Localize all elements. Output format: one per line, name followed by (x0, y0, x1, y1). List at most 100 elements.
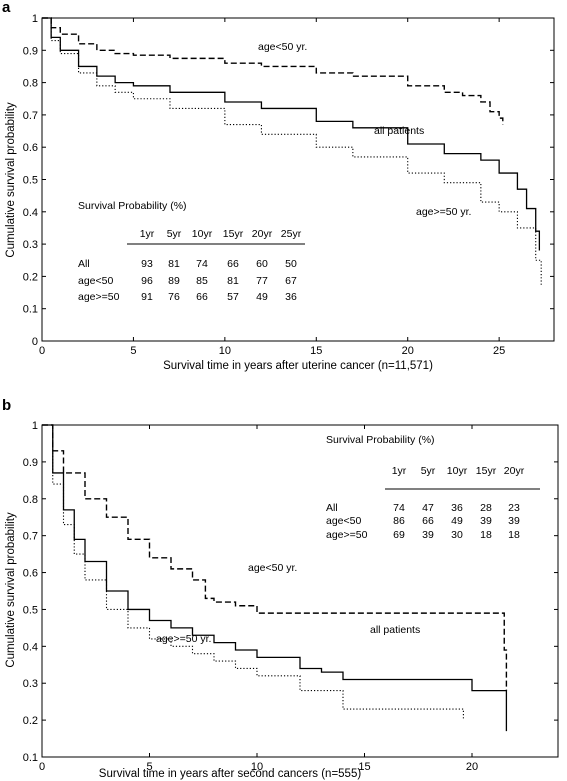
panel-b-table-column-header: 1yr (392, 465, 407, 477)
panel-a-y-tick-label: 0.4 (23, 207, 38, 219)
panel-a-table-column-header: 10yr (192, 228, 213, 240)
panel-a-table-column-header: 5yr (167, 228, 182, 240)
panel-b-table-row-label: age<50 (326, 515, 361, 527)
panel-b-table-cell: 39 (508, 515, 520, 527)
panel-a-table-title: Survival Probability (%) (78, 200, 187, 212)
panel-a-table-cell: 76 (168, 291, 180, 303)
panel-b-y-tick-label: 0.1 (23, 752, 38, 764)
panel-b-chart: b 0 5 10 15 20 0.1 0.2 0.3 0.4 0.5 0.6 0.7 0.8 0.9 1 a… (2, 397, 559, 780)
panel-b-table-cell: 18 (480, 529, 492, 541)
panel-b-x-tick-label: 10 (251, 761, 263, 773)
panel-a-table-row-label: age>=50 (78, 291, 120, 303)
panel-b-table-cell: 47 (422, 502, 434, 514)
panel-a-table-cell: 50 (285, 258, 297, 270)
panel-b-table-column-header: 20yr (504, 465, 525, 477)
panel-a-x-tick-label: 5 (130, 345, 136, 357)
panel-a-series-age-50-yr (42, 17, 504, 125)
panel-a-letter: a (2, 0, 11, 16)
panel-b-table-cell: 36 (451, 502, 463, 514)
panel-b-x-axis-label: Survival time in years after second canc… (99, 768, 362, 780)
panel-a-y-tick-label: 0.7 (23, 110, 38, 122)
panel-b-y-tick-label: 1 (32, 420, 38, 432)
panel-b-table-cell: 28 (480, 502, 492, 514)
panel-a-table-cell: 81 (227, 275, 239, 287)
panel-a-y-tick-label: 0.3 (23, 239, 38, 251)
panel-b-table-cell: 23 (508, 502, 520, 514)
panel-a-chart: a 0 5 10 15 20 25 0 0.1 0.2 0.3 0.4 0.5 0.6 0.7 0.8 0.9… (2, 0, 555, 372)
panel-a-series-all-patients (42, 17, 541, 251)
panel-b-letter: b (2, 397, 11, 414)
panel-b-table-column-header: 5yr (421, 465, 436, 477)
panel-a-table-row-label: age<50 (78, 275, 113, 287)
panel-b-table-column-header: 10yr (447, 465, 468, 477)
panel-a-y-tick-label: 0 (32, 336, 38, 348)
panel-b-plot-area (41, 424, 559, 758)
panel-b-y-tick-label: 0.8 (23, 494, 38, 506)
panel-b-y-axis-label: Cumulative survival probability (5, 512, 17, 668)
panel-a-y-tick-label: 0.6 (23, 142, 38, 154)
panel-a-table-cell: 66 (227, 258, 239, 270)
panel-a-table-column-header: 25yr (281, 228, 302, 240)
panel-a-y-tick-label: 0.9 (23, 45, 38, 57)
panel-b-table-column-header: 15yr (476, 465, 497, 477)
panel-a-table-cell: 96 (141, 275, 153, 287)
panel-b-x-tick-label: 5 (146, 761, 152, 773)
panel-b-y-tick-label: 0.6 (23, 568, 38, 580)
panel-b-series-label: age<50 yr. (248, 562, 297, 574)
panel-a-x-tick-label: 10 (219, 345, 231, 357)
panel-b-series-label: all patients (370, 624, 420, 636)
panel-a-table-cell: 60 (256, 258, 268, 270)
panel-a-table-cell: 81 (168, 258, 180, 270)
panel-b-series-age-50-yr (42, 424, 464, 721)
panel-a-table-column-header: 20yr (252, 228, 273, 240)
panel-a-y-tick-label: 0.1 (23, 304, 38, 316)
panel-a-series-label: age<50 yr. (258, 41, 307, 53)
panel-b-y-tick-label: 0.7 (23, 531, 38, 543)
panel-a-x-tick-label: 0 (39, 345, 45, 357)
panel-b-table-cell: 69 (393, 529, 405, 541)
panel-a-series-age-50-yr (42, 17, 542, 287)
panel-a-y-tick-label: 1 (32, 13, 38, 25)
panel-a-table-cell: 49 (256, 291, 268, 303)
panel-a-table-cell: 57 (227, 291, 239, 303)
panel-a-table-column-header: 1yr (140, 228, 155, 240)
panel-b-table-cell: 66 (422, 515, 434, 527)
panel-b-x-tick-label: 0 (39, 761, 45, 773)
panel-a-x-tick-label: 20 (402, 345, 414, 357)
panel-b-series-age-50-yr (42, 424, 508, 691)
panel-a-y-tick-label: 0.5 (23, 175, 38, 187)
panel-a-table-cell: 89 (168, 275, 180, 287)
panel-a-series-label: all patients (374, 125, 424, 137)
panel-a-table-cell: 93 (141, 258, 153, 270)
panel-a-table-cell: 66 (196, 291, 208, 303)
panel-b-table-cell: 86 (393, 515, 405, 527)
panel-b-y-tick-label: 0.9 (23, 457, 38, 469)
panel-a-table-row-label: All (78, 258, 90, 270)
panel-a-series-label: age>=50 yr. (416, 206, 471, 218)
panel-b-x-tick-label: 20 (466, 761, 478, 773)
panel-b-y-tick-label: 0.3 (23, 678, 38, 690)
panel-b-table-row-label: All (326, 502, 338, 514)
panel-a-table-cell: 36 (285, 291, 297, 303)
panel-b-table-cell: 39 (480, 515, 492, 527)
panel-b-table-cell: 49 (451, 515, 463, 527)
panel-b-series-all-patients (42, 424, 508, 732)
panel-b-y-tick-label: 0.2 (23, 715, 38, 727)
panel-b-table-cell: 18 (508, 529, 520, 541)
panel-a-x-tick-label: 25 (493, 345, 505, 357)
panel-a-y-axis-label: Cumulative survival probability (5, 102, 17, 258)
panel-a-y-tick-label: 0.2 (23, 271, 38, 283)
panel-b-table-cell: 39 (422, 529, 434, 541)
panel-a-y-tick-label: 0.8 (23, 78, 38, 90)
panel-a-table-cell: 91 (141, 291, 153, 303)
panel-b-table-cell: 74 (393, 502, 405, 514)
panel-b-y-tick-label: 0.4 (23, 641, 38, 653)
panel-b-table-title: Survival Probability (%) (326, 434, 435, 446)
panel-a-table-cell: 74 (196, 258, 208, 270)
panel-b-table-cell: 30 (451, 529, 463, 541)
panel-a-table-cell: 85 (196, 275, 208, 287)
panel-b-y-tick-label: 0.5 (23, 604, 38, 616)
panel-b-table-row-label: age>=50 (326, 529, 368, 541)
panel-a-x-axis-label: Survival time in years after uterine can… (163, 360, 433, 372)
